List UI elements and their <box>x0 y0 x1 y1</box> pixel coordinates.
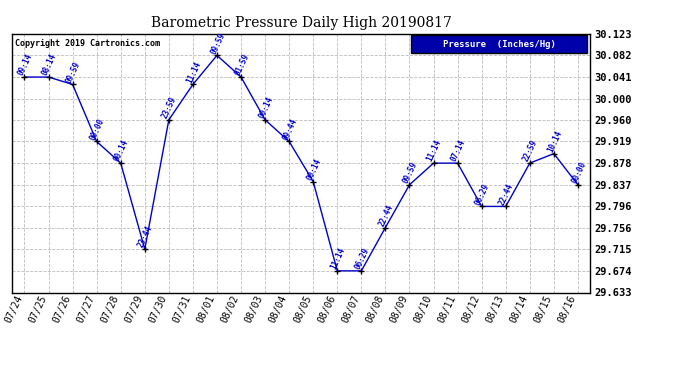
Text: 00:14: 00:14 <box>112 138 130 163</box>
FancyBboxPatch shape <box>411 35 587 53</box>
Title: Barometric Pressure Daily High 20190817: Barometric Pressure Daily High 20190817 <box>150 16 452 30</box>
Text: Copyright 2019 Cartronics.com: Copyright 2019 Cartronics.com <box>15 39 160 48</box>
Text: 06:29: 06:29 <box>353 246 371 271</box>
Text: 00:00: 00:00 <box>570 160 588 185</box>
Text: 11:14: 11:14 <box>329 246 347 271</box>
Text: Pressure  (Inches/Hg): Pressure (Inches/Hg) <box>442 40 555 49</box>
Text: 09:44: 09:44 <box>281 117 299 141</box>
Text: 10:14: 10:14 <box>546 129 564 154</box>
Text: 00:14: 00:14 <box>305 157 323 182</box>
Text: 00:00: 00:00 <box>88 117 106 141</box>
Text: 00:14: 00:14 <box>257 95 275 120</box>
Text: 09:59: 09:59 <box>402 160 420 185</box>
Text: 06:29: 06:29 <box>473 182 491 206</box>
Text: 09:59: 09:59 <box>209 31 227 56</box>
Text: 23:59: 23:59 <box>161 95 179 120</box>
Text: 11:14: 11:14 <box>425 138 443 163</box>
Text: 08:14: 08:14 <box>40 52 58 77</box>
Text: 22:44: 22:44 <box>377 203 395 228</box>
Text: 22:44: 22:44 <box>497 182 515 206</box>
Text: 01:59: 01:59 <box>233 52 250 77</box>
Text: 23:44: 23:44 <box>137 224 155 249</box>
Text: 07:14: 07:14 <box>449 138 467 163</box>
Text: 11:14: 11:14 <box>185 60 203 84</box>
Text: 09:59: 09:59 <box>64 60 82 84</box>
Text: 09:14: 09:14 <box>17 52 34 77</box>
Text: 22:59: 22:59 <box>522 138 540 163</box>
